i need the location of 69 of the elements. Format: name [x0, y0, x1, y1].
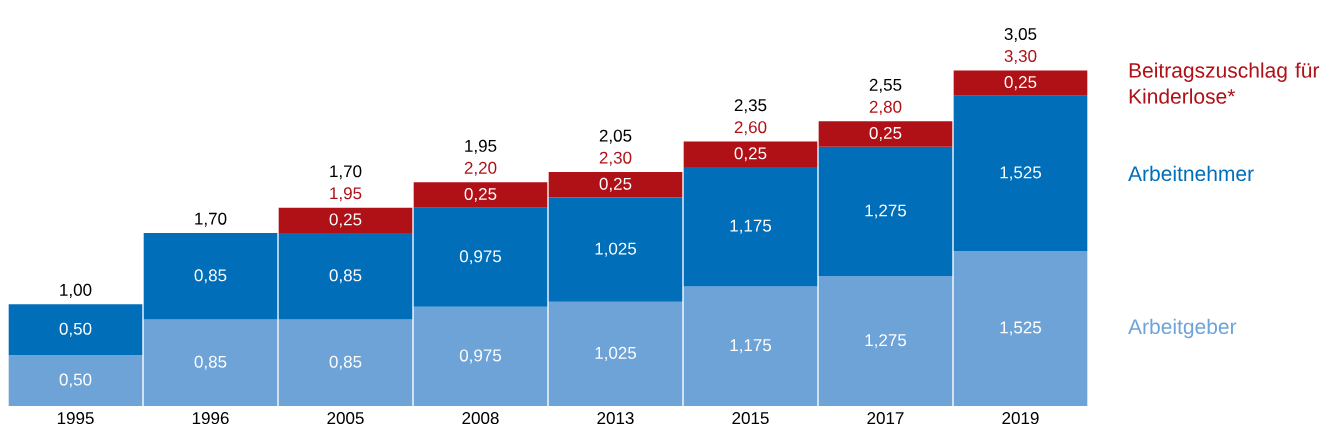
annotation: 2,55 [869, 78, 902, 93]
data-label: 0,85 [329, 355, 362, 370]
total-label: 2,60 [734, 121, 767, 136]
data-label: 0,975 [459, 250, 502, 265]
data-label: 1,275 [865, 204, 907, 219]
bar [953, 250, 1088, 406]
x-tick-label: 1995 [57, 412, 94, 425]
data-label: 1,025 [595, 346, 637, 361]
x-tick-label: 2015 [732, 412, 769, 425]
x-tick-label: 2008 [462, 412, 499, 425]
bar [278, 233, 413, 320]
total-label: 2,80 [869, 100, 902, 115]
bar [143, 233, 278, 320]
bar [143, 319, 278, 406]
bar [953, 70, 1088, 96]
data-label: 0,25 [734, 147, 767, 162]
text: 3,05 [1004, 27, 1037, 42]
data-label: 0,50 [59, 322, 92, 337]
total-label: 2,20 [464, 161, 497, 176]
x-tick-label: 2013 [597, 412, 634, 425]
total-label: 1,95 [330, 187, 362, 202]
series-label: Arbeitnehmer [1128, 165, 1254, 182]
data-label: 0,25 [869, 126, 902, 141]
data-label: 0,25 [464, 187, 497, 202]
x-tick-label: 2017 [867, 412, 904, 425]
bar [683, 286, 818, 406]
bar [8, 304, 143, 356]
bar [278, 319, 413, 406]
bar [548, 301, 683, 406]
x-tick-label: 2005 [327, 412, 364, 425]
x-tick-label: 1996 [192, 412, 229, 425]
data-label: 0,85 [194, 269, 227, 284]
bar [683, 141, 818, 168]
data-label: 0,85 [329, 269, 362, 284]
data-label: 1,025 [595, 242, 637, 257]
total-label: 1,70 [195, 212, 227, 227]
data-label: 0,25 [599, 177, 632, 192]
bar [413, 207, 548, 307]
total-label: 1,00 [60, 283, 92, 298]
data-label: 0,85 [194, 355, 227, 370]
bar [413, 182, 548, 208]
bar [818, 146, 953, 277]
data-label: 1,525 [1000, 166, 1042, 181]
data-label: 1,275 [865, 334, 907, 349]
data-label: 0,50 [59, 373, 92, 388]
data-label: 1,175 [730, 339, 772, 354]
bar [818, 276, 953, 406]
bar [818, 121, 953, 147]
data-label: 1,525 [1000, 321, 1042, 336]
bar [953, 95, 1088, 251]
series-label: Arbeitgeber [1128, 318, 1237, 339]
data-label: 0,25 [1004, 76, 1037, 91]
bar [278, 207, 413, 234]
data-label: 0,25 [329, 213, 362, 228]
bar [413, 306, 548, 406]
annotation: 2,35 [734, 99, 767, 114]
text: Beitragszuschlag für Kinderlose* [1129, 62, 1320, 104]
data-label: 1,175 [730, 219, 772, 234]
bar [683, 167, 818, 287]
bar [548, 197, 683, 302]
data-label: 0,975 [459, 349, 502, 364]
annotation: 2,05 [599, 129, 632, 144]
x-tick-label: 2019 [1002, 412, 1039, 425]
bar [8, 355, 143, 406]
annotation: 1,70 [330, 165, 362, 180]
total-label: 3,30 [1004, 49, 1037, 64]
total-label: 2,30 [599, 151, 632, 166]
bar [548, 172, 683, 198]
annotation: 1,95 [465, 139, 497, 154]
